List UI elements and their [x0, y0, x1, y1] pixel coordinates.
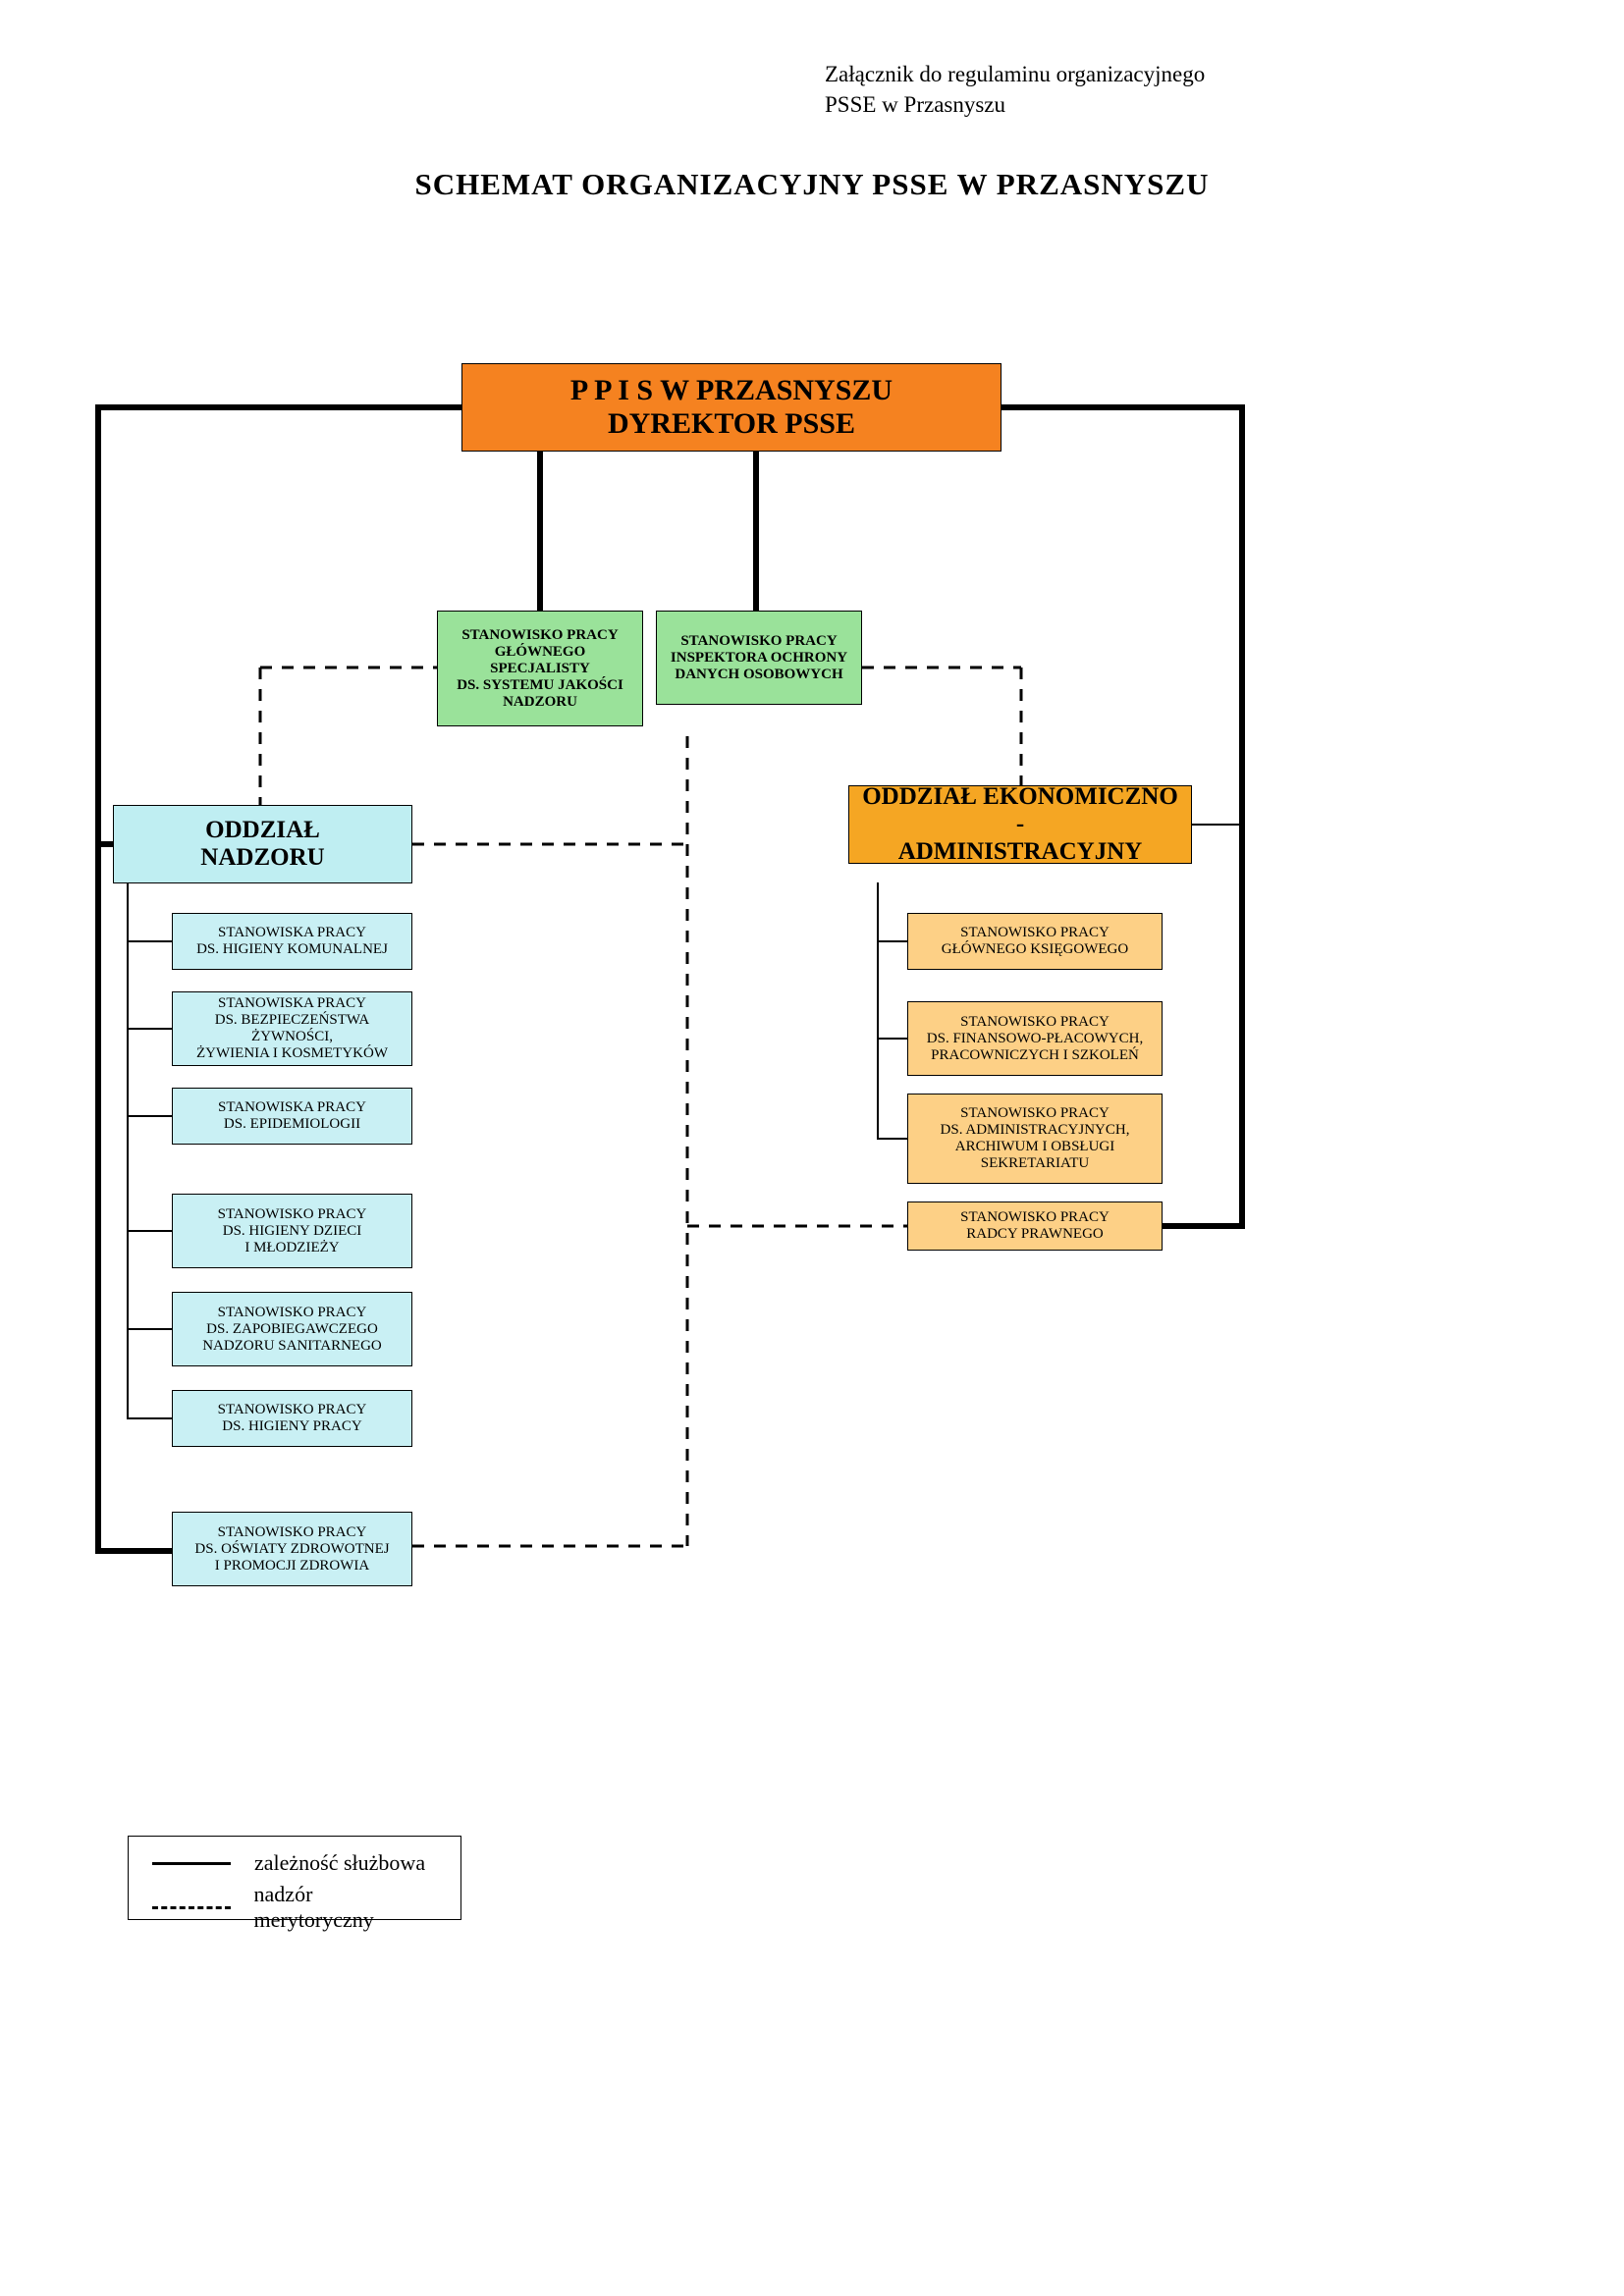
- connectors: [0, 0, 1624, 2296]
- admin-dept-line2: ADMINISTRACYJNY: [898, 838, 1143, 866]
- director-line1: P P I S W PRZASNYSZU: [570, 374, 893, 407]
- legend-row-solid: zależność służbowa: [152, 1850, 437, 1876]
- supervision-dept-line2: NADZORU: [200, 844, 324, 872]
- admin-dept-line1: ODDZIAŁ EKONOMICZNO -: [859, 783, 1181, 838]
- data-protection-inspector-box: STANOWISKO PRACY INSPEKTORA OCHRONY DANY…: [656, 611, 862, 705]
- director-box: P P I S W PRZASNYSZU DYREKTOR PSSE: [461, 363, 1001, 452]
- supervision-item: STANOWISKA PRACY DS. BEZPIECZEŃSTWA ŻYWN…: [172, 991, 412, 1066]
- admin-item: STANOWISKO PRACY DS. FINANSOWO-PŁACOWYCH…: [907, 1001, 1163, 1076]
- admin-item: STANOWISKO PRACY GŁÓWNEGO KSIĘGOWEGO: [907, 913, 1163, 970]
- supervision-item: STANOWISKO PRACY DS. OŚWIATY ZDROWOTNEJ …: [172, 1512, 412, 1586]
- supervision-item: STANOWISKO PRACY DS. HIGIENY PRACY: [172, 1390, 412, 1447]
- header-note: Załącznik do regulaminu organizacyjnego …: [825, 59, 1335, 120]
- header-note-line2: PSSE w Przasnyszu: [825, 89, 1335, 120]
- admin-dept-header: ODDZIAŁ EKONOMICZNO - ADMINISTRACYJNY: [848, 785, 1192, 864]
- supervision-dept-line1: ODDZIAŁ: [205, 817, 320, 844]
- legend: zależność służbowa nadzór merytoryczny: [128, 1836, 461, 1920]
- legend-dash-label: nadzór merytoryczny: [254, 1882, 437, 1933]
- legend-row-dash: nadzór merytoryczny: [152, 1882, 437, 1933]
- page: Załącznik do regulaminu organizacyjnego …: [0, 0, 1624, 2296]
- supervision-item: STANOWISKO PRACY DS. ZAPOBIEGAWCZEGO NAD…: [172, 1292, 412, 1366]
- admin-item: STANOWISKO PRACY DS. ADMINISTRACYJNYCH, …: [907, 1094, 1163, 1184]
- header-note-line1: Załącznik do regulaminu organizacyjnego: [825, 59, 1335, 89]
- supervision-item: STANOWISKO PRACY DS. HIGIENY DZIECI I MŁ…: [172, 1194, 412, 1268]
- legend-solid-line-icon: [152, 1862, 231, 1865]
- admin-item: STANOWISKO PRACY RADCY PRAWNEGO: [907, 1201, 1163, 1251]
- quality-specialist-box: STANOWISKO PRACY GŁÓWNEGO SPECJALISTY DS…: [437, 611, 643, 726]
- supervision-dept-header: ODDZIAŁ NADZORU: [113, 805, 412, 883]
- main-title: SCHEMAT ORGANIZACYJNY PSSE W PRZASNYSZU: [0, 167, 1624, 202]
- legend-dash-line-icon: [152, 1906, 231, 1909]
- supervision-item: STANOWISKA PRACY DS. EPIDEMIOLOGII: [172, 1088, 412, 1145]
- supervision-item: STANOWISKA PRACY DS. HIGIENY KOMUNALNEJ: [172, 913, 412, 970]
- legend-solid-label: zależność służbowa: [254, 1850, 425, 1876]
- director-line2: DYREKTOR PSSE: [608, 407, 855, 441]
